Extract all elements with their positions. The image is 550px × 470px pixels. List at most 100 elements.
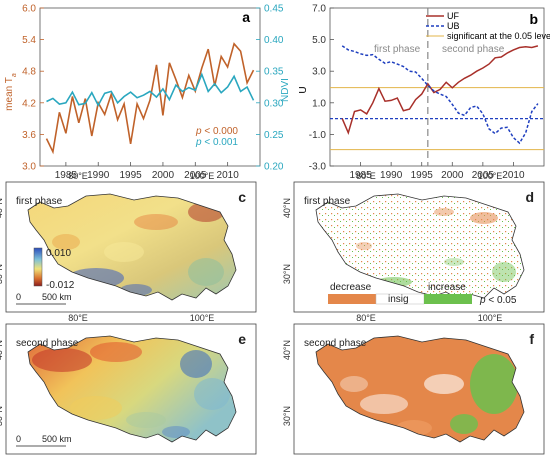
x-tick-label: 2005 [184, 170, 207, 181]
lon-label-80: 80°E [68, 171, 88, 181]
right-tick-label: 0.25 [264, 130, 284, 141]
lon-label-100: 100°E [478, 313, 503, 323]
right-tick-label: 0.35 [264, 67, 284, 78]
map-panel-label: d [525, 189, 534, 205]
legend-b: UF UB significant at the 0.05 level [426, 11, 550, 41]
map-frame [5, 323, 257, 455]
map-panel-title: first phase [304, 196, 351, 207]
mean-ta-axis-label: mean Ta [4, 73, 18, 111]
legend-p-value: p < 0.05 [479, 295, 517, 306]
left-tick-label: 5.4 [22, 35, 36, 46]
right-tick-label: 0.45 [264, 4, 284, 15]
map-region [470, 354, 518, 414]
map-region [492, 262, 516, 282]
colorbar-min-label: -0.012 [46, 280, 75, 291]
map-region [356, 242, 372, 250]
lat-label-40: 40°N [0, 198, 4, 218]
plateau-outline [27, 193, 237, 301]
map-region [376, 277, 412, 287]
map-region [104, 242, 144, 262]
scale-bar-label: 500 km [42, 434, 72, 444]
lon-label-80: 80°E [356, 313, 376, 323]
legend-sig-label: significant at the 0.05 level [447, 31, 550, 41]
map-region [70, 396, 122, 420]
map-region [134, 214, 178, 230]
plateau-pattern [52, 202, 224, 296]
y-tick-label: 1.0 [312, 98, 326, 109]
legend-decrease-label: decrease [330, 282, 372, 293]
plateau-pattern [356, 208, 516, 287]
plateau-pattern [32, 342, 230, 438]
map-region [396, 420, 432, 436]
colorbar-max-label: 0.010 [46, 248, 71, 259]
map-region [424, 374, 464, 394]
map-panel-title: second phase [304, 338, 367, 349]
scale-bar-zero: 0 [16, 434, 21, 444]
lon-label-80: 80°E [68, 313, 88, 323]
map-panel-d: 80°E 100°E 40°N 30°N d first phase decrease ins… [282, 171, 545, 313]
u-axis-label: U [298, 86, 309, 93]
panel-a: 1985 1990 1995 2000 2005 2010 3.0 3.6 4.2 4.8 5.4… [4, 4, 291, 182]
left-tick-label: 4.8 [22, 67, 36, 78]
lat-label-30: 30°N [282, 406, 292, 426]
legend-ub-label: UB [447, 21, 460, 31]
left-tick-label: 3.0 [22, 162, 36, 173]
lat-label-40: 40°N [0, 340, 4, 360]
y-tick-label: -1.0 [309, 130, 327, 141]
left-tick-label: 4.2 [22, 98, 36, 109]
colorbar [33, 247, 43, 287]
left-tick-label: 6.0 [22, 4, 36, 15]
map-panel-title: second phase [16, 338, 79, 349]
map-region [180, 350, 212, 378]
right-tick-label: 0.20 [264, 162, 284, 173]
x-tick-label: 2005 [472, 170, 495, 181]
plateau-outline [315, 335, 525, 443]
legend-insig-label: insig [388, 294, 409, 305]
lon-label-100: 100°E [190, 313, 215, 323]
panel-b: 1985 1990 1995 2000 2005 2010 -3.0 -1.0 1.0 3.0 5… [298, 4, 550, 182]
legend-decrease-swatch [328, 294, 376, 304]
plateau-fill [316, 336, 524, 442]
legend-increase-label: increase [428, 282, 466, 293]
map-panel-label: c [238, 189, 246, 205]
lat-label-30: 30°N [282, 264, 292, 284]
map-region [194, 378, 230, 410]
right-tick-label: 0.30 [264, 98, 284, 109]
panel-b-label: b [529, 11, 538, 27]
map-panel-c: 80°E 100°E 40°N 30°N c first phase 0.010 -0.012… [0, 171, 257, 313]
y-tick-label: 7.0 [312, 4, 326, 15]
map-region [32, 348, 92, 372]
lat-label-30: 30°N [0, 406, 4, 426]
map-region [444, 258, 464, 266]
map-panel-e: 80°E 100°E 40°N 30°N e second phase 0 500 km [0, 313, 257, 455]
right-tick-label: 0.40 [264, 35, 284, 46]
y-tick-label: 5.0 [312, 35, 326, 46]
map-frame [5, 181, 257, 313]
plateau-outline [315, 193, 525, 301]
map-frame [293, 181, 545, 313]
first-phase-label: first phase [374, 44, 421, 55]
panel-a-frame [39, 7, 261, 167]
x-tick-label: 2000 [441, 170, 464, 181]
x-tick-label: 2010 [217, 170, 240, 181]
p-value-temperature: p < 0.000 [195, 126, 238, 137]
x-tick-label: 2000 [152, 170, 175, 181]
panel-a-label: a [242, 9, 250, 25]
map-region [126, 412, 166, 428]
mean-ta-line [45, 42, 255, 155]
lat-label-40: 40°N [282, 198, 292, 218]
map-panel-label: e [238, 331, 246, 347]
x-tick-label: 1995 [411, 170, 434, 181]
x-tick-label: 1985 [55, 170, 78, 181]
map-region [162, 426, 190, 438]
p-value-ndvi: p < 0.001 [195, 137, 238, 148]
lon-label-100: 100°E [190, 171, 215, 181]
map-region [340, 376, 368, 392]
x-tick-label: 2010 [502, 170, 525, 181]
scale-bar-zero: 0 [16, 292, 21, 302]
map-region [188, 202, 224, 222]
x-tick-label: 1985 [349, 170, 372, 181]
left-tick-label: 3.6 [22, 130, 36, 141]
map-panel-label: f [529, 331, 534, 347]
map-region [450, 414, 478, 434]
